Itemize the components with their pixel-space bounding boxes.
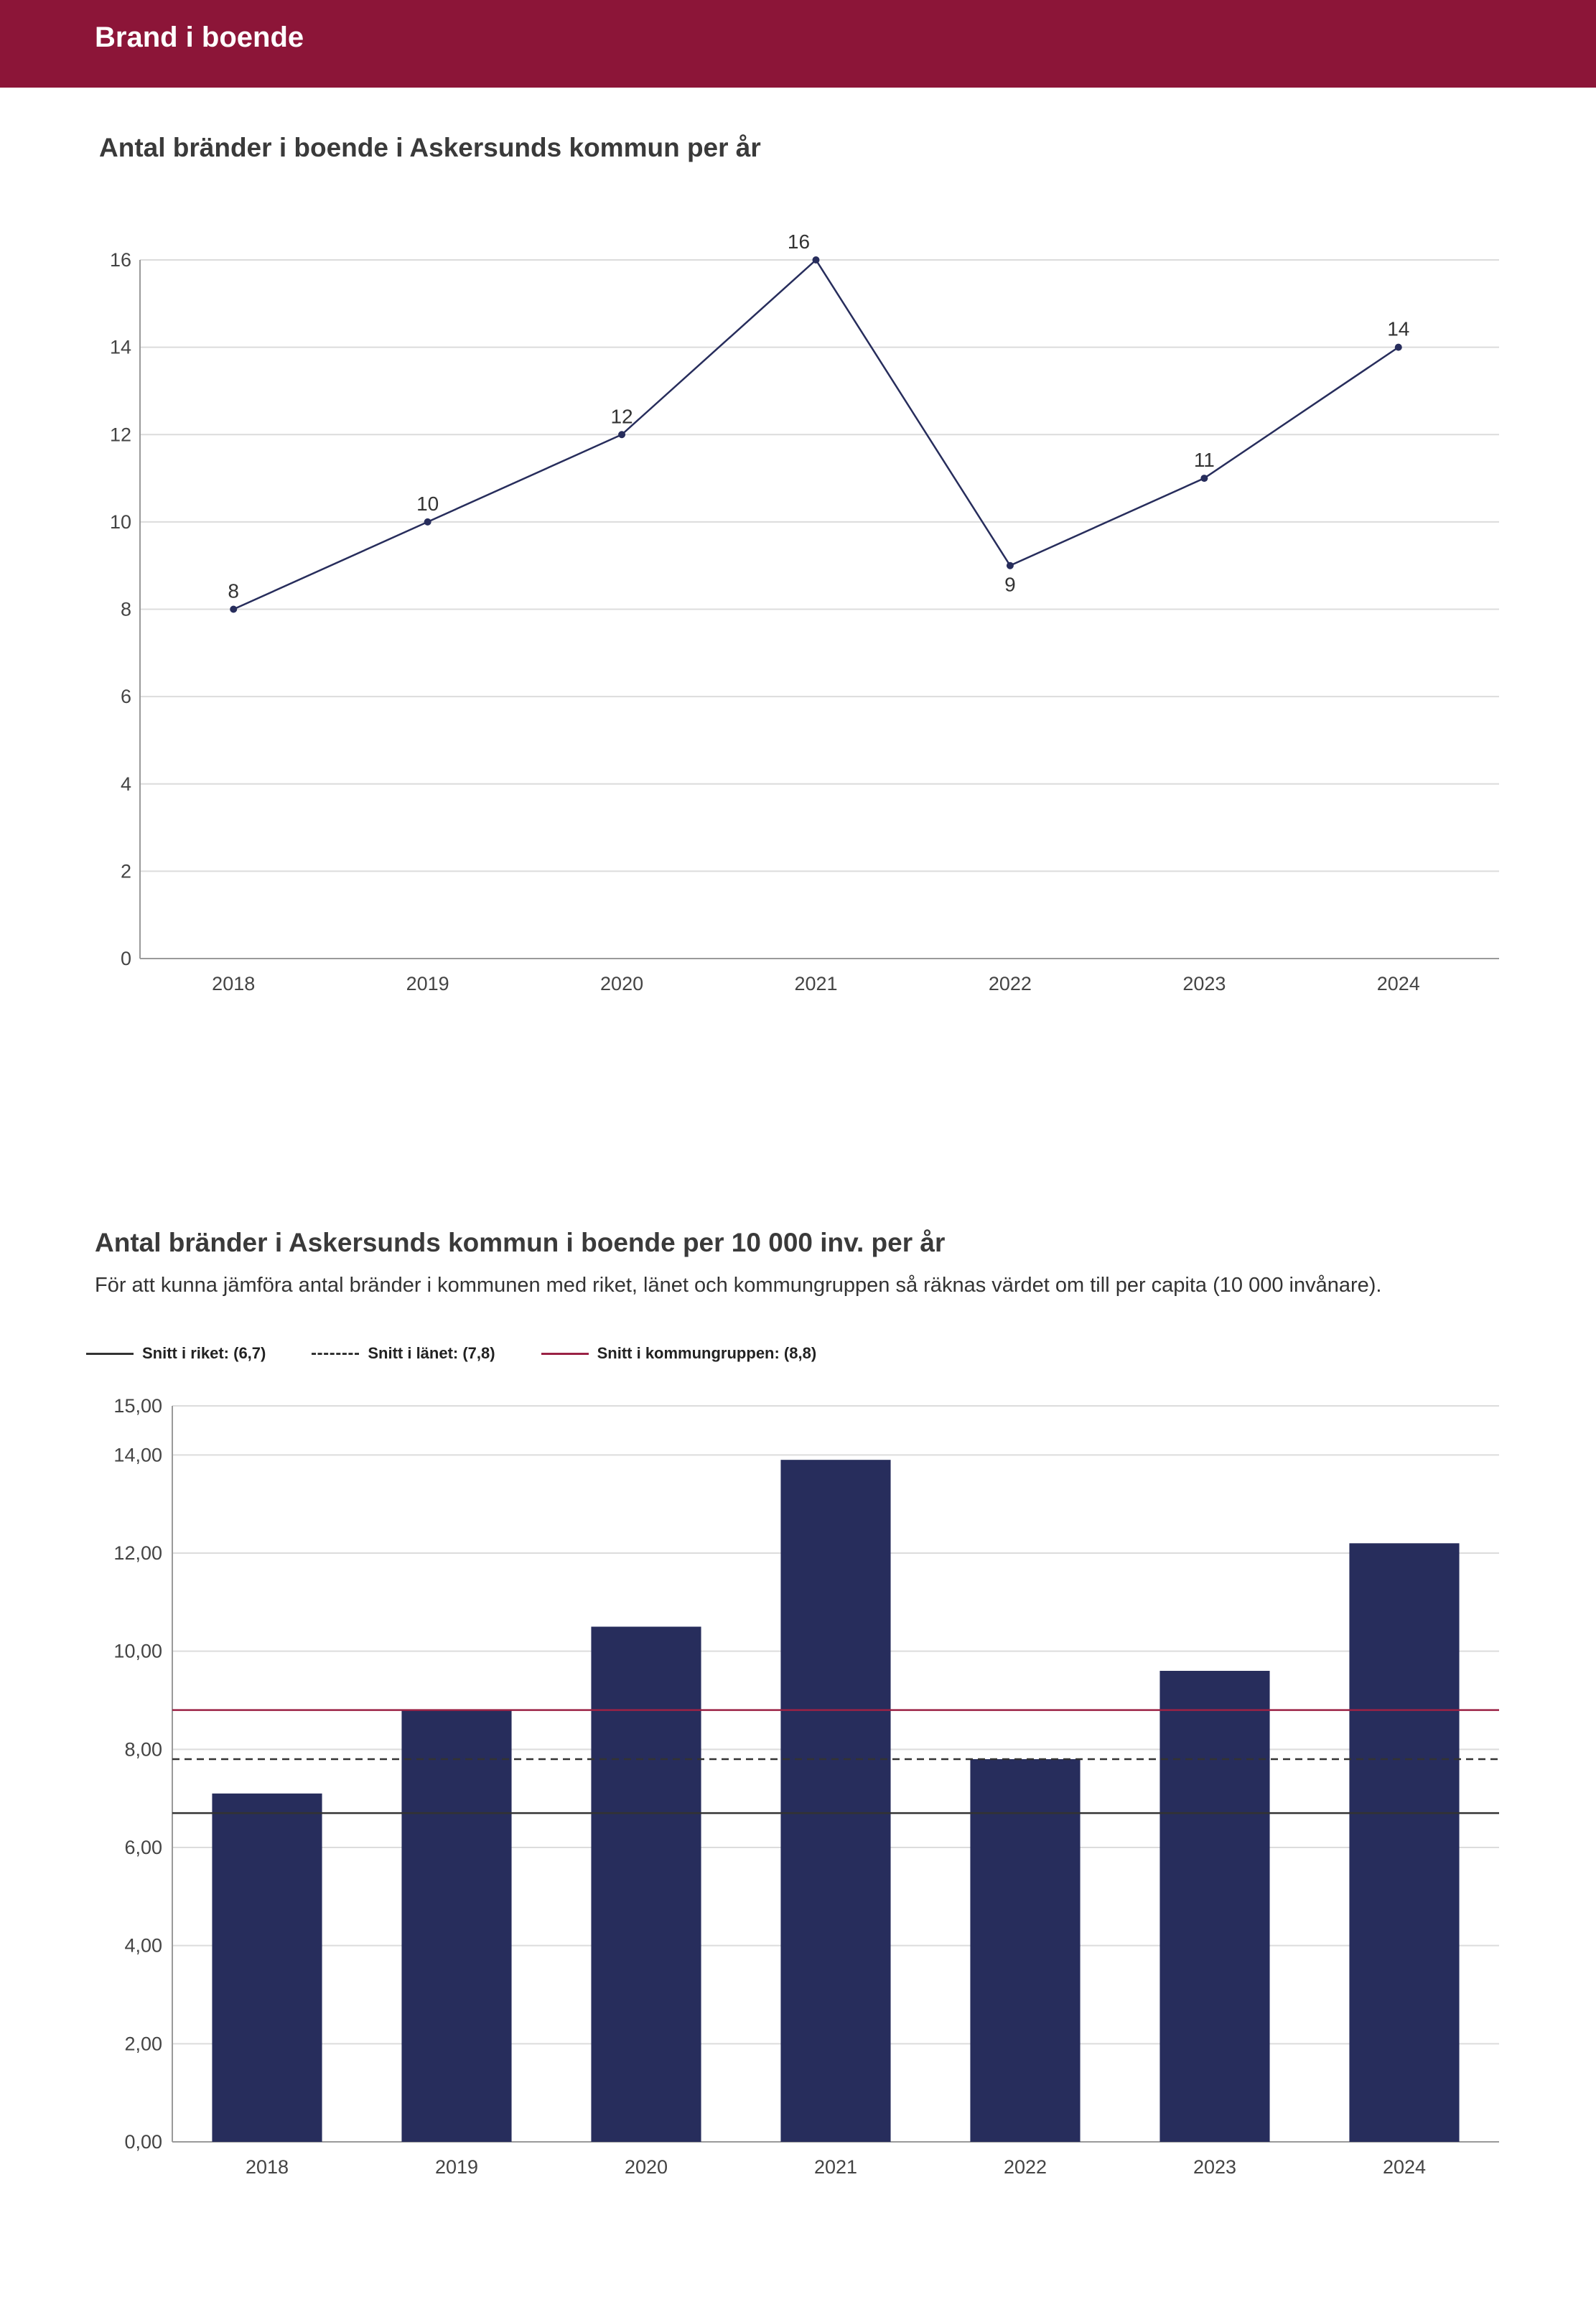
legend-label-riket: Snitt i riket: (6,7) bbox=[142, 1344, 266, 1362]
y-tick-label: 14 bbox=[110, 337, 131, 358]
y-tick-label: 8,00 bbox=[124, 1738, 162, 1760]
y-tick-label: 6 bbox=[121, 686, 131, 707]
y-tick-label: 4 bbox=[121, 773, 131, 795]
line-chart-title: Antal bränder i boende i Askersunds komm… bbox=[99, 133, 761, 162]
x-tick-label: 2023 bbox=[1182, 973, 1226, 994]
y-tick-label: 8 bbox=[121, 599, 131, 620]
bar-chart-legend: Snitt i riket: (6,7) Snitt i länet: (7,8… bbox=[86, 1343, 862, 1364]
bar bbox=[970, 1759, 1081, 2142]
line-chart: 0 2 4 6 8 10 12 14 16 2018 2019 2020 2021 2022 2023 202… bbox=[110, 230, 1499, 994]
y-tick-label: 6,00 bbox=[124, 1837, 162, 1858]
bar bbox=[212, 1793, 322, 2142]
data-label: 16 bbox=[788, 230, 810, 253]
data-label: 10 bbox=[416, 493, 439, 515]
y-tick-label: 2,00 bbox=[124, 2033, 162, 2054]
data-point bbox=[1394, 343, 1402, 351]
bar bbox=[1159, 1671, 1270, 2142]
header-bar: Brand i boende bbox=[0, 0, 1596, 88]
y-tick-label: 15,00 bbox=[113, 1395, 162, 1417]
legend-swatch-riket bbox=[86, 1352, 134, 1355]
bar bbox=[1349, 1543, 1460, 2142]
x-tick-label: 2019 bbox=[406, 973, 449, 994]
x-tick-label: 2021 bbox=[794, 973, 837, 994]
legend-swatch-kommungrupp bbox=[541, 1352, 589, 1355]
x-tick-label: 2024 bbox=[1383, 2156, 1426, 2178]
y-tick-label: 16 bbox=[110, 249, 131, 271]
y-tick-label: 2 bbox=[121, 860, 131, 882]
y-tick-label: 4,00 bbox=[124, 1935, 162, 1957]
x-tick-label: 2022 bbox=[989, 973, 1032, 994]
legend-swatch-lanet bbox=[312, 1352, 360, 1355]
legend-item-riket: Snitt i riket: (6,7) bbox=[86, 1344, 266, 1363]
x-tick-label: 2023 bbox=[1193, 2156, 1236, 2178]
legend-item-lanet: Snitt i länet: (7,8) bbox=[312, 1344, 495, 1363]
y-tick-label: 12,00 bbox=[113, 1542, 162, 1564]
bar bbox=[591, 1626, 701, 2142]
y-tick-label: 14,00 bbox=[113, 1444, 162, 1465]
data-point bbox=[618, 431, 626, 439]
bar bbox=[780, 1460, 891, 2142]
data-label: 12 bbox=[610, 405, 633, 427]
data-point bbox=[812, 256, 820, 264]
bar-chart: 0,00 2,00 4,00 6,00 8,00 10,00 12,00 14,00 15,00… bbox=[113, 1395, 1499, 2178]
data-label: 9 bbox=[1004, 574, 1016, 596]
x-tick-label: 2018 bbox=[246, 2156, 289, 2178]
legend-item-kommungrupp: Snitt i kommungruppen: (8,8) bbox=[541, 1344, 817, 1363]
y-tick-label: 0,00 bbox=[124, 2131, 162, 2153]
bar-chart-title: Antal bränder i Askersunds kommun i boen… bbox=[95, 1228, 946, 1257]
legend-label-lanet: Snitt i länet: (7,8) bbox=[368, 1344, 495, 1362]
x-tick-label: 2021 bbox=[814, 2156, 857, 2178]
bar bbox=[401, 1710, 512, 2142]
data-label: 14 bbox=[1387, 318, 1409, 340]
y-tick-label: 12 bbox=[110, 424, 131, 445]
data-point bbox=[424, 518, 431, 526]
data-label: 8 bbox=[228, 580, 239, 602]
x-tick-label: 2024 bbox=[1377, 973, 1420, 994]
page-title: Brand i boende bbox=[95, 22, 304, 53]
legend-label-kommungrupp: Snitt i kommungruppen: (8,8) bbox=[597, 1344, 817, 1362]
bar-chart-subtitle: För att kunna jämföra antal bränder i ko… bbox=[95, 1274, 1382, 1297]
data-label: 11 bbox=[1194, 449, 1215, 471]
y-tick-label: 10 bbox=[110, 511, 131, 533]
x-tick-label: 2020 bbox=[625, 2156, 668, 2178]
data-point bbox=[1006, 561, 1014, 569]
x-tick-label: 2020 bbox=[600, 973, 643, 994]
y-tick-label: 0 bbox=[121, 948, 131, 969]
x-tick-label: 2018 bbox=[212, 973, 255, 994]
y-tick-label: 10,00 bbox=[113, 1641, 162, 1662]
data-point bbox=[1200, 475, 1208, 483]
x-tick-label: 2019 bbox=[435, 2156, 478, 2178]
x-tick-label: 2022 bbox=[1004, 2156, 1047, 2178]
data-point bbox=[230, 605, 238, 613]
